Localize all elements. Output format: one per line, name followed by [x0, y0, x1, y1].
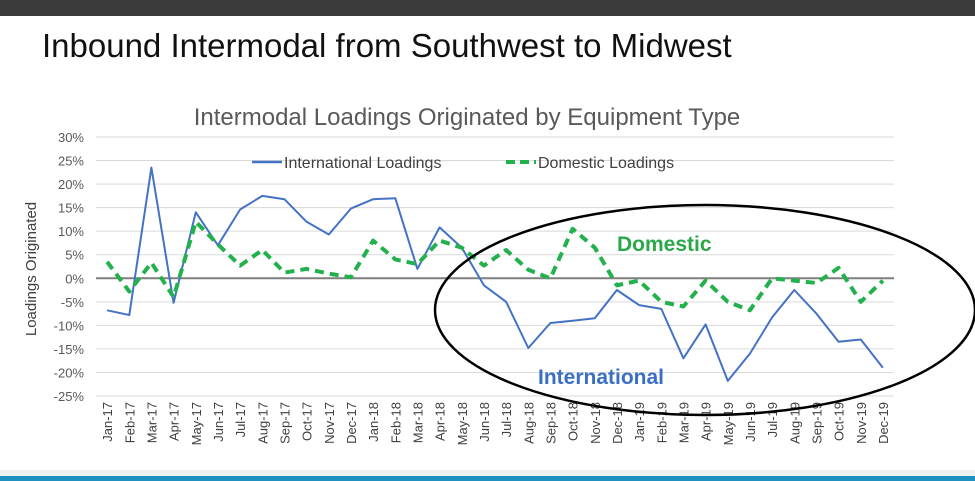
x-tick-label: Dec-18 — [610, 402, 625, 444]
y-tick-label: -15% — [54, 342, 85, 357]
x-tick-label: Oct-18 — [566, 402, 581, 441]
legend-domestic-label: Domestic Loadings — [538, 155, 674, 172]
domestic-annotation: Domestic — [617, 233, 712, 256]
x-tick-label: May-18 — [455, 402, 470, 445]
chart-title: Intermodal Loadings Originated by Equipm… — [194, 104, 741, 131]
x-tick-label: Jan-17 — [100, 402, 115, 442]
y-tick-label: -20% — [54, 365, 85, 380]
x-tick-label: May-17 — [189, 402, 204, 445]
x-tick-label: Jul-17 — [233, 402, 248, 437]
x-tick-label: Jul-18 — [499, 402, 514, 437]
y-axis-title: Loadings Originated — [23, 202, 40, 336]
x-tick-label: Sep-18 — [543, 402, 558, 444]
x-tick-label: Mar-18 — [410, 402, 425, 443]
x-tick-label: Oct-17 — [300, 402, 315, 441]
highlight-ellipse — [433, 203, 975, 417]
y-tick-label: 0% — [65, 271, 84, 286]
x-tick-label: May-19 — [721, 402, 736, 445]
x-tick-label: Nov-17 — [322, 402, 337, 444]
x-tick-label: Jan-19 — [632, 402, 647, 442]
x-tick-label: Mar-17 — [144, 402, 159, 443]
x-tick-label: Jul-19 — [765, 402, 780, 437]
y-tick-label: 5% — [65, 248, 84, 263]
x-tick-label: Nov-19 — [854, 402, 869, 444]
x-tick-label: Aug-18 — [521, 402, 536, 444]
slide-title: Inbound Intermodal from Southwest to Mid… — [42, 27, 732, 64]
x-tick-label: Dec-19 — [876, 402, 891, 444]
x-tick-label: Apr-17 — [167, 402, 182, 441]
series-lines — [105, 166, 885, 382]
x-tick-label: Jun-18 — [477, 402, 492, 442]
axes: 30% 25% 20% 15% 10% 5% 0% -5% -10% -15% -20% -25% Ja… — [54, 130, 894, 445]
international-annotation: International — [538, 366, 664, 389]
x-tick-label: Aug-19 — [787, 402, 802, 444]
x-tick-label: Feb-17 — [122, 402, 137, 443]
y-tick-label: 30% — [58, 130, 84, 145]
y-tick-label: -10% — [54, 318, 85, 333]
domestic-line — [105, 219, 885, 313]
y-tick-label: 25% — [58, 154, 84, 169]
x-tick-label: Nov-18 — [588, 402, 603, 444]
x-tick-label: Jun-17 — [211, 402, 226, 442]
y-tick-label: 10% — [58, 224, 84, 239]
x-tick-label: Jun-19 — [743, 402, 758, 442]
y-tick-label: 20% — [58, 177, 84, 192]
y-tick-label: -25% — [54, 389, 85, 404]
top-bar — [0, 0, 975, 16]
x-tick-label: Sep-17 — [277, 402, 292, 444]
y-tick-label: -5% — [61, 295, 85, 310]
legend-international-label: International Loadings — [284, 155, 441, 172]
y-tick-label: 15% — [58, 201, 84, 216]
footer-bar — [0, 476, 975, 481]
x-tick-label: Oct-19 — [832, 402, 847, 441]
x-tick-label: Dec-17 — [344, 402, 359, 444]
footer-band — [0, 470, 975, 481]
x-tick-label: Apr-19 — [699, 402, 714, 441]
x-tick-label: Sep-19 — [809, 402, 824, 444]
x-tick-label: Aug-17 — [255, 402, 270, 444]
international-line — [106, 166, 884, 382]
x-tick-label: Mar-19 — [676, 402, 691, 443]
x-tick-label: Jan-18 — [366, 402, 381, 442]
x-tick-label: Feb-18 — [388, 402, 403, 443]
x-tick-label: Feb-19 — [654, 402, 669, 443]
legend: International Loadings Domestic Loadings — [252, 155, 674, 172]
x-tick-label: Apr-18 — [433, 402, 448, 441]
gridlines — [96, 136, 894, 397]
